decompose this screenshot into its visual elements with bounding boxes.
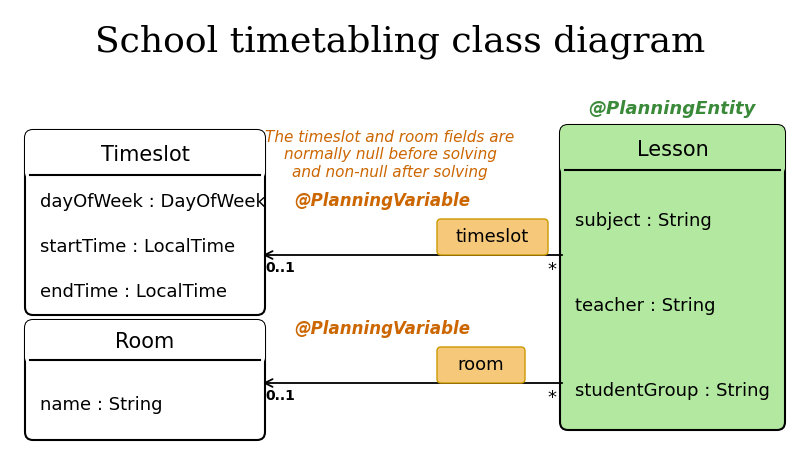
FancyBboxPatch shape — [437, 219, 548, 255]
Text: endTime : LocalTime: endTime : LocalTime — [40, 283, 227, 301]
Text: teacher : String: teacher : String — [575, 297, 715, 315]
Text: studentGroup : String: studentGroup : String — [575, 382, 770, 400]
FancyBboxPatch shape — [25, 320, 265, 440]
Text: name : String: name : String — [40, 396, 162, 414]
Text: room: room — [458, 356, 504, 374]
Text: 0..1: 0..1 — [265, 389, 295, 403]
Text: 0..1: 0..1 — [265, 261, 295, 275]
Text: The timeslot and room fields are
normally null before solving
and non-null after: The timeslot and room fields are normall… — [266, 130, 514, 180]
FancyBboxPatch shape — [25, 130, 265, 315]
FancyBboxPatch shape — [560, 125, 785, 430]
Text: Room: Room — [115, 333, 174, 352]
FancyBboxPatch shape — [25, 320, 265, 365]
FancyBboxPatch shape — [560, 125, 785, 175]
Text: timeslot: timeslot — [456, 228, 529, 246]
FancyBboxPatch shape — [25, 130, 265, 180]
Text: Timeslot: Timeslot — [101, 145, 190, 165]
Text: startTime : LocalTime: startTime : LocalTime — [40, 238, 235, 256]
Text: @PlanningVariable: @PlanningVariable — [294, 192, 470, 210]
Text: @PlanningVariable: @PlanningVariable — [294, 320, 470, 338]
Text: @PlanningEntity: @PlanningEntity — [588, 100, 756, 118]
Text: subject : String: subject : String — [575, 212, 712, 230]
Text: *: * — [547, 389, 557, 407]
Text: Lesson: Lesson — [637, 140, 708, 160]
Text: dayOfWeek : DayOfWeek: dayOfWeek : DayOfWeek — [40, 193, 266, 211]
Text: School timetabling class diagram: School timetabling class diagram — [95, 25, 705, 59]
Text: *: * — [547, 261, 557, 279]
FancyBboxPatch shape — [437, 347, 525, 383]
